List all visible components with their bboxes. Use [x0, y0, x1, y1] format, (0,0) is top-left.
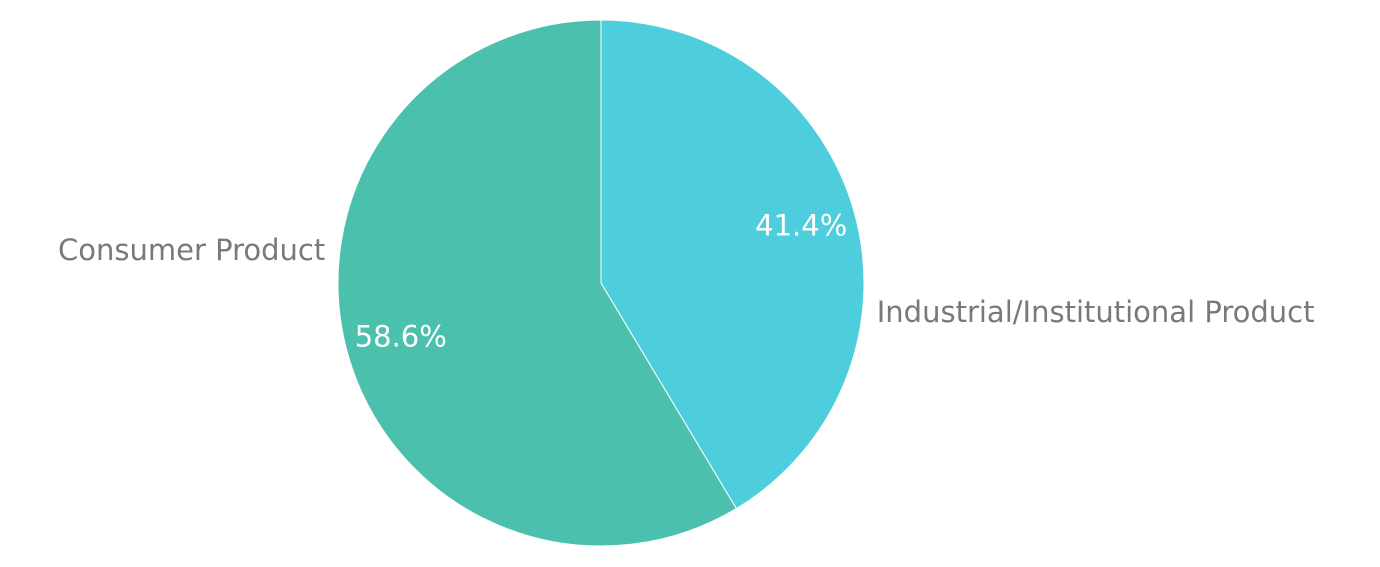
category-label: Industrial/Institutional Product [877, 295, 1315, 329]
pie-slice [337, 19, 737, 547]
value-label: 41.4% [755, 209, 847, 243]
category-label: Consumer Product [58, 233, 325, 267]
value-label: 58.6% [355, 319, 447, 353]
pie-slice [600, 19, 865, 510]
